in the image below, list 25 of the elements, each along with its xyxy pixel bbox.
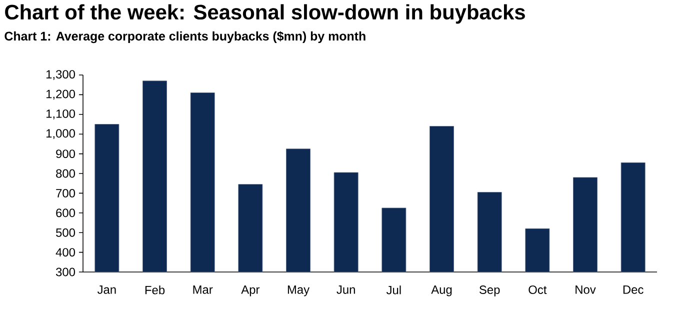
y-tick-label: 300: [56, 268, 76, 276]
y-tick-label: 600: [56, 208, 76, 218]
x-tick-label: Nov: [576, 286, 596, 294]
x-tick-label: Dec: [623, 286, 644, 294]
y-tick-label: 1,100: [46, 109, 76, 120]
chart-subtitle: Chart 1: Average corporate clients buybacks ($mn) by month: [4, 31, 366, 44]
chart-title: Chart of the week: Seasonal slow-down in buybacks: [5, 4, 525, 24]
y-tick-label: 1,000: [46, 129, 76, 140]
x-tick-label: Oct: [528, 286, 547, 294]
x-tick-label: May: [288, 286, 310, 296]
y-tick-label: 1,300: [46, 70, 76, 80]
x-tick-label: Jul: [386, 286, 401, 294]
x-tick-label: Aug: [431, 286, 452, 296]
y-tick-label: 800: [56, 169, 76, 178]
y-tick-label: 500: [56, 228, 76, 237]
y-tick-label: 400: [56, 248, 76, 257]
y-tick-label: 700: [56, 188, 76, 198]
x-tick-label: Jan: [97, 286, 116, 294]
y-tick-label: 900: [56, 150, 76, 158]
x-tick-label: Feb: [145, 286, 165, 294]
x-tick-label: Sep: [480, 286, 500, 296]
x-tick-label: Jun: [336, 286, 355, 294]
x-tick-label: Mar: [193, 286, 213, 294]
x-tick-label: Apr: [241, 286, 260, 296]
y-tick-label: 1,200: [46, 90, 76, 100]
